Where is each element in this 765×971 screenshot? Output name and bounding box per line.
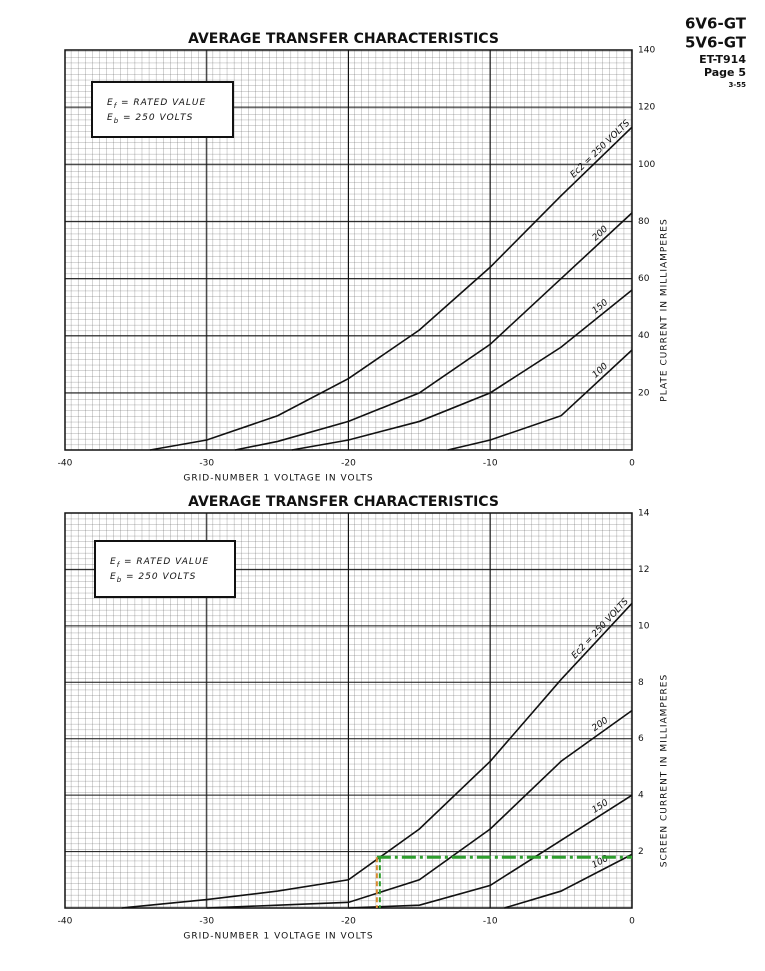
page-no: Page 5 (704, 66, 746, 79)
y-tick-label: 8 (638, 678, 644, 688)
x-tick-label: -40 (58, 459, 73, 469)
condition-part: b (117, 576, 122, 584)
y-tick-label: 6 (638, 734, 644, 744)
condition-part: E (110, 557, 117, 567)
condition-part: = RATED VALUE (117, 98, 206, 108)
x-tick-label: -30 (199, 459, 214, 469)
x-axis-label: GRID-NUMBER 1 VOLTAGE IN VOLTS (183, 932, 373, 942)
curve (206, 709, 633, 909)
condition-part: = 250 VOLTS (119, 113, 193, 123)
condition-part: = RATED VALUE (120, 557, 209, 567)
chart-title: AVERAGE TRANSFER CHARACTERISTICS (188, 31, 499, 47)
condition-part: b (114, 117, 119, 125)
x-tick-label: -30 (199, 917, 214, 927)
condition-part: = 250 VOLTS (122, 572, 196, 582)
x-tick-label: -10 (483, 917, 498, 927)
condition-part: f (117, 561, 121, 569)
x-tick-label: 0 (629, 917, 635, 927)
x-tick-label: -10 (483, 459, 498, 469)
x-tick-label: -20 (341, 459, 356, 469)
x-axis-label: GRID-NUMBER 1 VOLTAGE IN VOLTS (183, 474, 373, 484)
curve (149, 126, 633, 451)
x-tick-label: -20 (341, 917, 356, 927)
condition-part: E (107, 98, 114, 108)
condition-text: Eb = 250 VOLTS (107, 113, 193, 126)
curve (504, 853, 633, 909)
y-tick-label: 12 (638, 565, 649, 575)
condition-text: Ef = RATED VALUE (110, 557, 209, 570)
x-tick-label: -40 (58, 917, 73, 927)
y-tick-label: 4 (638, 791, 644, 801)
condition-part: E (110, 572, 117, 582)
x-tick-label: 0 (629, 459, 635, 469)
curve (234, 212, 633, 451)
condition-part: E (107, 113, 114, 123)
y-axis-label: PLATE CURRENT IN MILLIAMPERES (660, 218, 670, 401)
y-tick-label: 10 (638, 621, 650, 631)
y-tick-label: 140 (638, 46, 655, 56)
condition-part: f (114, 102, 118, 110)
condition-box (94, 540, 236, 598)
y-tick-label: 60 (638, 274, 650, 284)
condition-text: Eb = 250 VOLTS (110, 572, 196, 585)
date: 3-55 (728, 81, 746, 89)
curve (291, 289, 633, 451)
y-tick-label: 14 (638, 509, 650, 519)
tube-alt: 5V6-GT (685, 34, 747, 52)
tube: 6V6-GT (685, 15, 747, 33)
y-tick-label: 80 (638, 217, 650, 227)
curve (447, 349, 633, 451)
curve (121, 602, 633, 909)
condition-box (91, 81, 234, 138)
y-tick-label: 20 (638, 388, 650, 398)
y-tick-label: 2 (638, 847, 644, 857)
condition-text: Ef = RATED VALUE (107, 98, 206, 111)
curve (348, 794, 633, 909)
y-tick-label: 100 (638, 160, 655, 170)
y-axis-label: SCREEN CURRENT IN MILLIAMPERES (660, 674, 670, 867)
chart-title: AVERAGE TRANSFER CHARACTERISTICS (188, 494, 499, 510)
doc-id: ET-T914 (699, 53, 746, 66)
y-tick-label: 120 (638, 103, 655, 113)
y-tick-label: 40 (638, 331, 650, 341)
